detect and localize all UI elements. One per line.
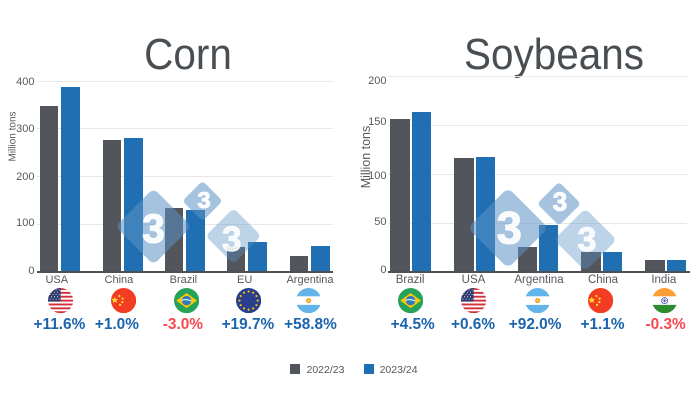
svg-text:3: 3	[578, 221, 597, 259]
svg-text:3: 3	[142, 206, 165, 252]
svg-text:3: 3	[197, 187, 210, 213]
svg-text:3: 3	[497, 203, 522, 254]
svg-text:3: 3	[222, 220, 241, 259]
svg-text:3: 3	[553, 187, 567, 217]
